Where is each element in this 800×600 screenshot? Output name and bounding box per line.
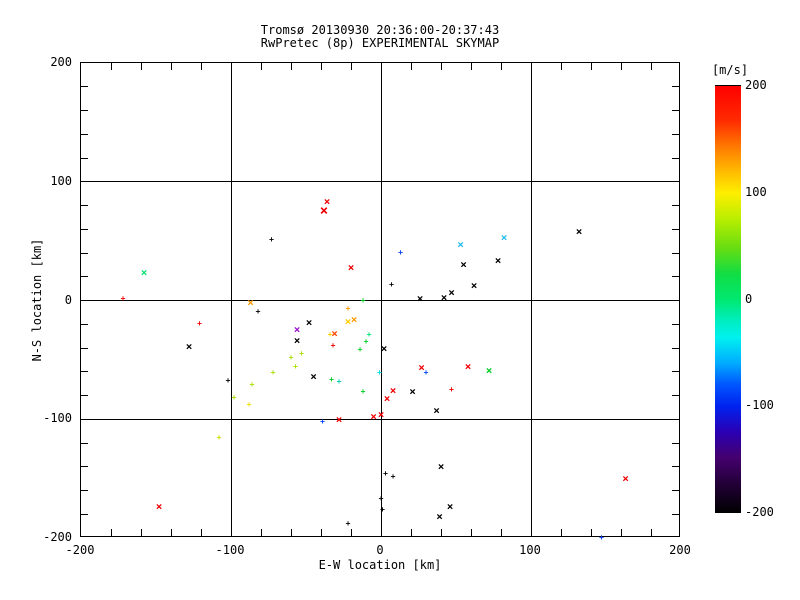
minor-tick-y [81,86,88,88]
minor-tick-y [672,133,679,135]
x-tick-label: 200 [669,543,691,557]
minor-tick-x [410,529,412,536]
minor-tick-x [260,529,262,536]
minor-tick-y [81,157,88,159]
y-tick-label: 100 [50,173,72,188]
plot-area: ××××××××××××××××××××××××××××××××××××××++… [80,62,680,542]
minor-tick-x [350,63,352,70]
minor-tick-y [81,323,88,325]
minor-tick-y [81,228,88,230]
colorbar-tick-label: -100 [745,398,774,413]
minor-tick-x [410,63,412,70]
minor-tick-x [500,63,502,70]
minor-tick-x [170,529,172,536]
minor-tick-y [672,252,679,254]
minor-tick-y [672,490,679,491]
gridline-vertical [530,63,532,536]
minor-tick-x [350,529,352,536]
minor-tick-y [81,133,88,135]
minor-tick-x [590,529,592,536]
colorbar-tick-label: 200 [745,78,767,92]
minor-tick-y [672,157,679,159]
x-tick-label: 100 [519,543,541,557]
minor-tick-x [620,529,622,536]
minor-tick-x [110,529,112,536]
minor-tick-x [140,529,142,536]
minor-tick-y [81,513,88,515]
minor-tick-x [290,63,292,70]
minor-tick-y [81,466,88,468]
minor-tick-y [81,276,88,278]
minor-tick-y [81,371,88,373]
chart-title-line1: Tromsø 20130930 20:36:00-20:37:43 [260,23,500,37]
gridline-vertical [380,63,382,536]
y-tick-label: 200 [50,55,72,69]
minor-tick-x [170,63,172,70]
minor-tick-y [672,228,679,230]
minor-tick-y [672,513,679,515]
gridline-horizontal [81,418,679,420]
minor-tick-y [81,442,88,444]
minor-tick-x [320,63,322,70]
y-tick-label: 0 [64,292,72,307]
minor-tick-x [110,63,112,70]
minor-tick-x [650,63,652,70]
minor-tick-x [200,63,202,70]
gridline-vertical [230,63,232,536]
minor-tick-x [470,63,472,70]
colorbar-unit-label: [m/s] [711,63,749,77]
x-tick-label: -200 [65,543,95,557]
minor-tick-x [590,63,592,70]
minor-tick-y [672,110,679,111]
minor-tick-y [81,490,88,491]
minor-tick-x [290,529,292,536]
colorbar-tick-label: 100 [745,184,767,199]
colorbar-tick-label: 0 [745,291,753,306]
minor-tick-y [672,276,679,278]
minor-tick-x [260,63,262,70]
minor-tick-y [81,395,88,396]
minor-tick-x [560,529,562,536]
gridline-horizontal [81,181,679,183]
minor-tick-x [560,63,562,70]
minor-tick-x [320,529,322,536]
minor-tick-x [620,63,622,70]
minor-tick-x [140,63,142,70]
colorbar-gradient [715,85,741,513]
minor-tick-x [440,63,442,70]
minor-tick-y [81,252,88,254]
minor-tick-y [672,371,679,373]
y-tick-label: -200 [43,530,72,544]
minor-tick-x [470,529,472,536]
minor-tick-x [440,529,442,536]
minor-tick-y [672,86,679,88]
minor-tick-y [672,466,679,468]
minor-tick-y [672,347,679,349]
minor-tick-y [672,442,679,444]
minor-tick-x [650,529,652,536]
minor-tick-y [81,205,88,206]
x-axis-label: E-W location [km] [318,558,442,572]
colorbar-tick-label: -200 [745,505,774,519]
chart-title-line2: RwPretec (8p) EXPERIMENTAL SKYMAP [260,36,500,50]
minor-tick-y [672,395,679,396]
minor-tick-y [672,323,679,325]
y-tick-label: -100 [43,411,72,426]
minor-tick-x [500,529,502,536]
minor-tick-y [81,110,88,111]
x-tick-label: -100 [215,543,245,557]
minor-tick-x [200,529,202,536]
minor-tick-y [81,347,88,349]
gridline-horizontal [81,300,679,301]
minor-tick-y [672,205,679,206]
x-tick-label: 0 [376,543,384,557]
